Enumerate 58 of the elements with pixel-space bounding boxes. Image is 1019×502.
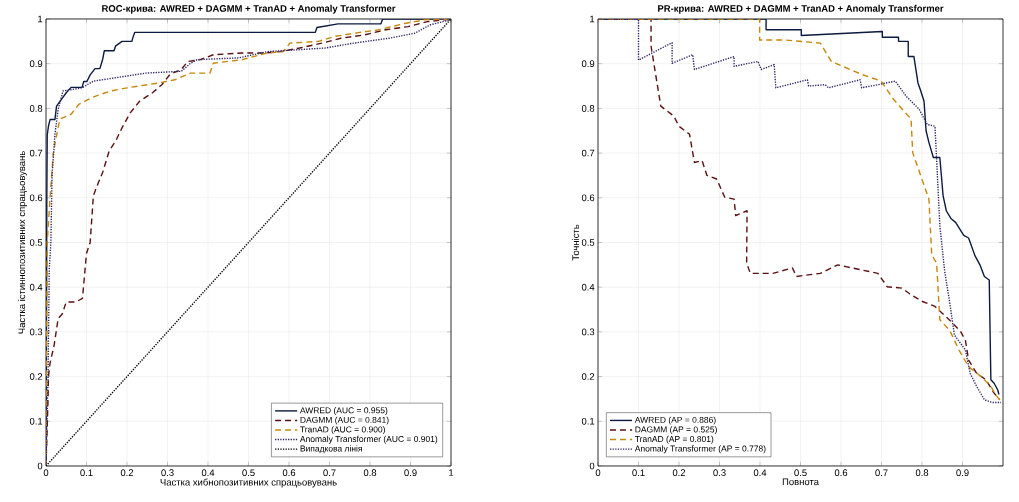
y-tick-label: 1 xyxy=(590,15,595,23)
x-tick-label: 0.8 xyxy=(363,469,377,477)
y-tick-label: 0.8 xyxy=(29,105,43,112)
y-tick-label: 0.8 xyxy=(581,105,595,112)
chart-title: ROC-крива: AWRED + DAGMM + TranAD + Anomaly Transformer xyxy=(102,4,396,14)
y-axis-title: Частка істиннопозитивних спрацьовувань xyxy=(18,151,27,334)
x-axis-title: Повнота xyxy=(782,478,819,486)
legend-label: TranAD (AP = 0.801) xyxy=(634,435,714,444)
y-tick-label: 0 xyxy=(37,462,43,470)
y-tick-label: 0.2 xyxy=(581,373,595,380)
y-tick-label: 0.6 xyxy=(581,194,595,202)
legend-label: AWRED (AP = 0.886) xyxy=(634,416,716,425)
legend-label: Anomaly Transformer (AP = 0.778) xyxy=(634,445,766,454)
x-tick-label: 0.4 xyxy=(753,469,767,477)
x-tick-label: 0.7 xyxy=(875,469,888,477)
y-tick-label: 0.5 xyxy=(581,239,595,246)
x-tick-label: 0.8 xyxy=(915,469,929,477)
x-tick-label: 0.4 xyxy=(201,469,215,477)
y-tick-label: 0.2 xyxy=(29,373,43,380)
x-tick-label: 0.1 xyxy=(632,469,645,477)
y-tick-label: 0.1 xyxy=(29,417,43,425)
x-tick-label: 0.1 xyxy=(80,469,93,477)
legend-label: Anomaly Transformer (AUC = 0.901) xyxy=(299,435,438,444)
y-tick-label: 0.9 xyxy=(29,60,43,68)
x-axis-title: Частка хибнопозитивних спрацьовувань xyxy=(160,478,337,488)
legend-label: DAGMM (AUC = 0.841) xyxy=(300,416,389,425)
y-tick-label: 0.3 xyxy=(29,328,43,336)
legend-label: TranAD (AUC = 0.900) xyxy=(300,426,385,435)
y-tick-label: 1 xyxy=(38,15,43,23)
y-tick-label: 0.3 xyxy=(581,328,595,336)
y-tick-label: 0.7 xyxy=(29,149,43,157)
x-tick-label: 0.3 xyxy=(713,469,726,477)
y-tick-label: 0.7 xyxy=(581,149,595,157)
x-tick-label: 0.7 xyxy=(323,469,336,477)
y-tick-label: 0.4 xyxy=(29,283,43,291)
y-tick-label: 0.9 xyxy=(581,60,595,68)
x-tick-label: 0.6 xyxy=(834,469,848,477)
legend-label: AWRED (AUC = 0.955) xyxy=(299,407,388,415)
chart-title: PR-крива: AWRED + DAGMM + TranAD + Anomaly Transformer xyxy=(658,4,944,14)
y-tick-label: 0.5 xyxy=(29,239,43,246)
x-tick-label: 0.2 xyxy=(672,469,686,477)
x-tick-label: 0.3 xyxy=(161,469,174,477)
x-tick-label: 0.5 xyxy=(242,469,255,477)
x-tick-label: 0.9 xyxy=(956,469,969,477)
y-tick-label: 0 xyxy=(589,462,595,470)
legend-label: DAGMM (AP = 0.525) xyxy=(635,426,717,435)
x-tick-label: 0.6 xyxy=(282,469,296,477)
x-tick-label: 0 xyxy=(595,469,601,477)
y-tick-label: 0.4 xyxy=(581,283,595,291)
x-tick-label: 0.2 xyxy=(120,469,134,477)
y-tick-label: 0.1 xyxy=(581,417,595,425)
x-tick-label: 0.5 xyxy=(794,469,807,477)
y-axis-title: Точність xyxy=(572,224,579,261)
x-tick-label: 0.9 xyxy=(404,469,417,477)
x-tick-label: 1 xyxy=(449,469,454,476)
y-tick-label: 0.6 xyxy=(29,194,43,202)
x-tick-label: 0 xyxy=(43,469,49,477)
legend-label: Випадкова лінія xyxy=(300,445,362,454)
